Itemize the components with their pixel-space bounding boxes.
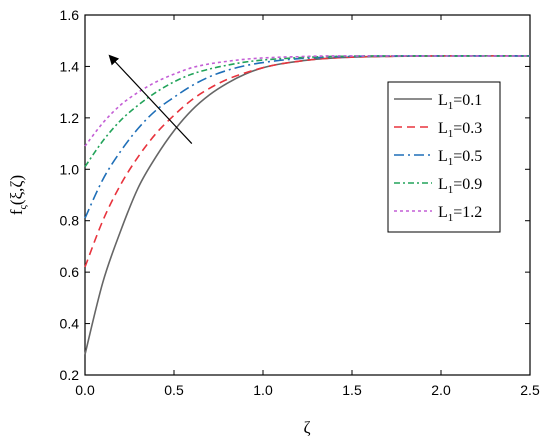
x-tick-label: 2.5 (520, 382, 540, 398)
series-lines (84, 55, 531, 355)
y-tick-label: 1.6 (60, 7, 80, 23)
x-tick-label: 2.0 (431, 382, 451, 398)
series-line-3 (84, 55, 530, 219)
legend-label-5: L1=1.2 (438, 204, 482, 224)
y-tick-label: 1.2 (60, 110, 80, 126)
annotation-arrow (108, 54, 193, 144)
axis-ticks: 0.0 0.5 1.0 1.5 2.0 2.5 0.2 0.4 0.6 0.8 1.0 1.2 1.4 1… (60, 7, 540, 398)
legend-label-3: L1=0.5 (438, 148, 482, 168)
y-axis-title-sub: ς (17, 204, 29, 209)
legend: L1=0.1 L1=0.3 L1=0.5 L1=0.9 L1=1.2 (387, 81, 501, 233)
legend-box (387, 81, 501, 233)
y-tick-label: 0.6 (60, 264, 80, 280)
legend-label-2: L1=0.3 (438, 120, 482, 140)
y-tick-label: 1.4 (60, 58, 80, 74)
x-tick-label: 1.0 (253, 382, 273, 398)
annotation-arrow-group (108, 54, 193, 144)
y-axis-title-main: f (7, 209, 26, 215)
y-tick-label: 0.4 (60, 316, 80, 332)
y-tick-label: 1.0 (60, 161, 80, 177)
x-tick-label: 0.5 (164, 382, 184, 398)
x-axis-title: ζ (303, 418, 310, 437)
y-tick-label: 0.2 (60, 367, 80, 383)
y-axis-title: fς(ξ,ζ) (7, 175, 29, 215)
x-tick-label: 1.5 (342, 382, 362, 398)
legend-label-1: L1=0.1 (438, 92, 482, 112)
x-tick-label: 0.0 (75, 382, 95, 398)
y-tick-label: 0.8 (60, 213, 80, 229)
plot-frame (84, 14, 531, 376)
y-axis-title-args: (ξ,ζ) (7, 175, 26, 205)
series-line-5 (84, 55, 530, 147)
legend-label-4: L1=0.9 (438, 176, 482, 196)
